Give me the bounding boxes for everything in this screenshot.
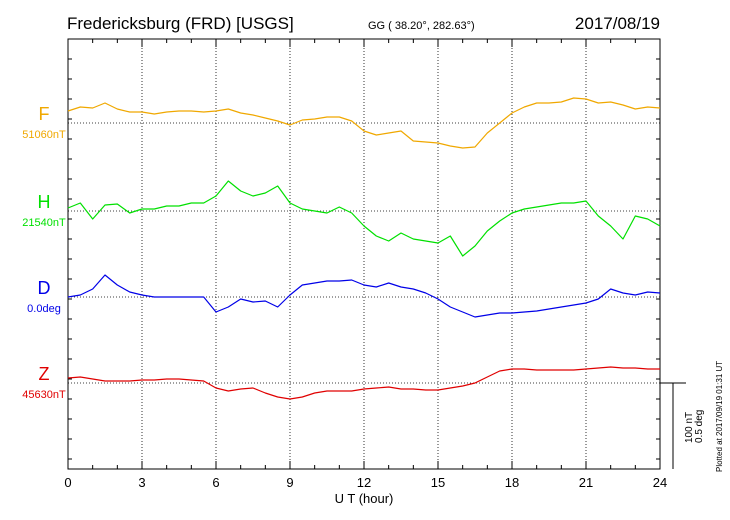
series-name-F: F xyxy=(39,104,50,124)
series-baseline-D: 0.0deg xyxy=(27,303,61,315)
x-tick-label: 0 xyxy=(64,475,71,490)
x-tick-label: 15 xyxy=(431,475,445,490)
x-tick-label: 12 xyxy=(357,475,371,490)
x-tick-label: 9 xyxy=(286,475,293,490)
scale-bar: 100 nT 0.5 deg xyxy=(660,382,705,469)
series-line-D xyxy=(67,274,661,318)
x-axis-ticks: 0 3 6 9 12 15 18 21 24 xyxy=(64,39,667,490)
x-tick-label: 24 xyxy=(653,475,667,490)
chart-title: Fredericksburg (FRD) [USGS] xyxy=(67,14,294,33)
x-axis-label: U T (hour) xyxy=(335,491,394,506)
scale-bar-label-deg: 0.5 deg xyxy=(694,410,705,443)
series-name-H: H xyxy=(38,192,51,212)
x-tick-label: 21 xyxy=(579,475,593,490)
series-baseline-Z: 45630nT xyxy=(22,389,66,401)
chart-date: 2017/08/19 xyxy=(575,14,660,33)
x-tick-label: 18 xyxy=(505,475,519,490)
series-group xyxy=(67,97,661,400)
series-name-Z: Z xyxy=(39,364,50,384)
series-line-F xyxy=(67,97,661,149)
plotted-at-note: Plotted at 2017/09/19 01:31 UT xyxy=(715,361,724,472)
grid-lines xyxy=(68,39,660,469)
x-tick-label: 3 xyxy=(138,475,145,490)
series-labels: F 51060nT H 21540nT D 0.0deg Z 45630nT xyxy=(22,104,66,401)
scale-bar-label-nt: 100 nT xyxy=(684,412,695,443)
station-coordinates: GG ( 38.20°, 282.63°) xyxy=(368,20,475,32)
plot-frame xyxy=(67,38,661,470)
series-baseline-F: 51060nT xyxy=(22,129,66,141)
series-line-Z xyxy=(67,366,660,400)
series-line-H xyxy=(67,180,661,257)
series-name-D: D xyxy=(38,278,51,298)
x-tick-label: 6 xyxy=(212,475,219,490)
series-baseline-H: 21540nT xyxy=(22,217,66,229)
